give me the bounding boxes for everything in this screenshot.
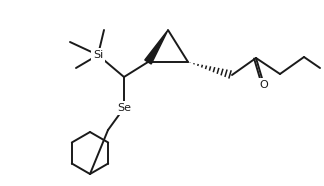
Text: Si: Si xyxy=(93,50,103,60)
Text: O: O xyxy=(260,80,268,90)
Text: Se: Se xyxy=(117,103,131,113)
Polygon shape xyxy=(145,30,168,64)
